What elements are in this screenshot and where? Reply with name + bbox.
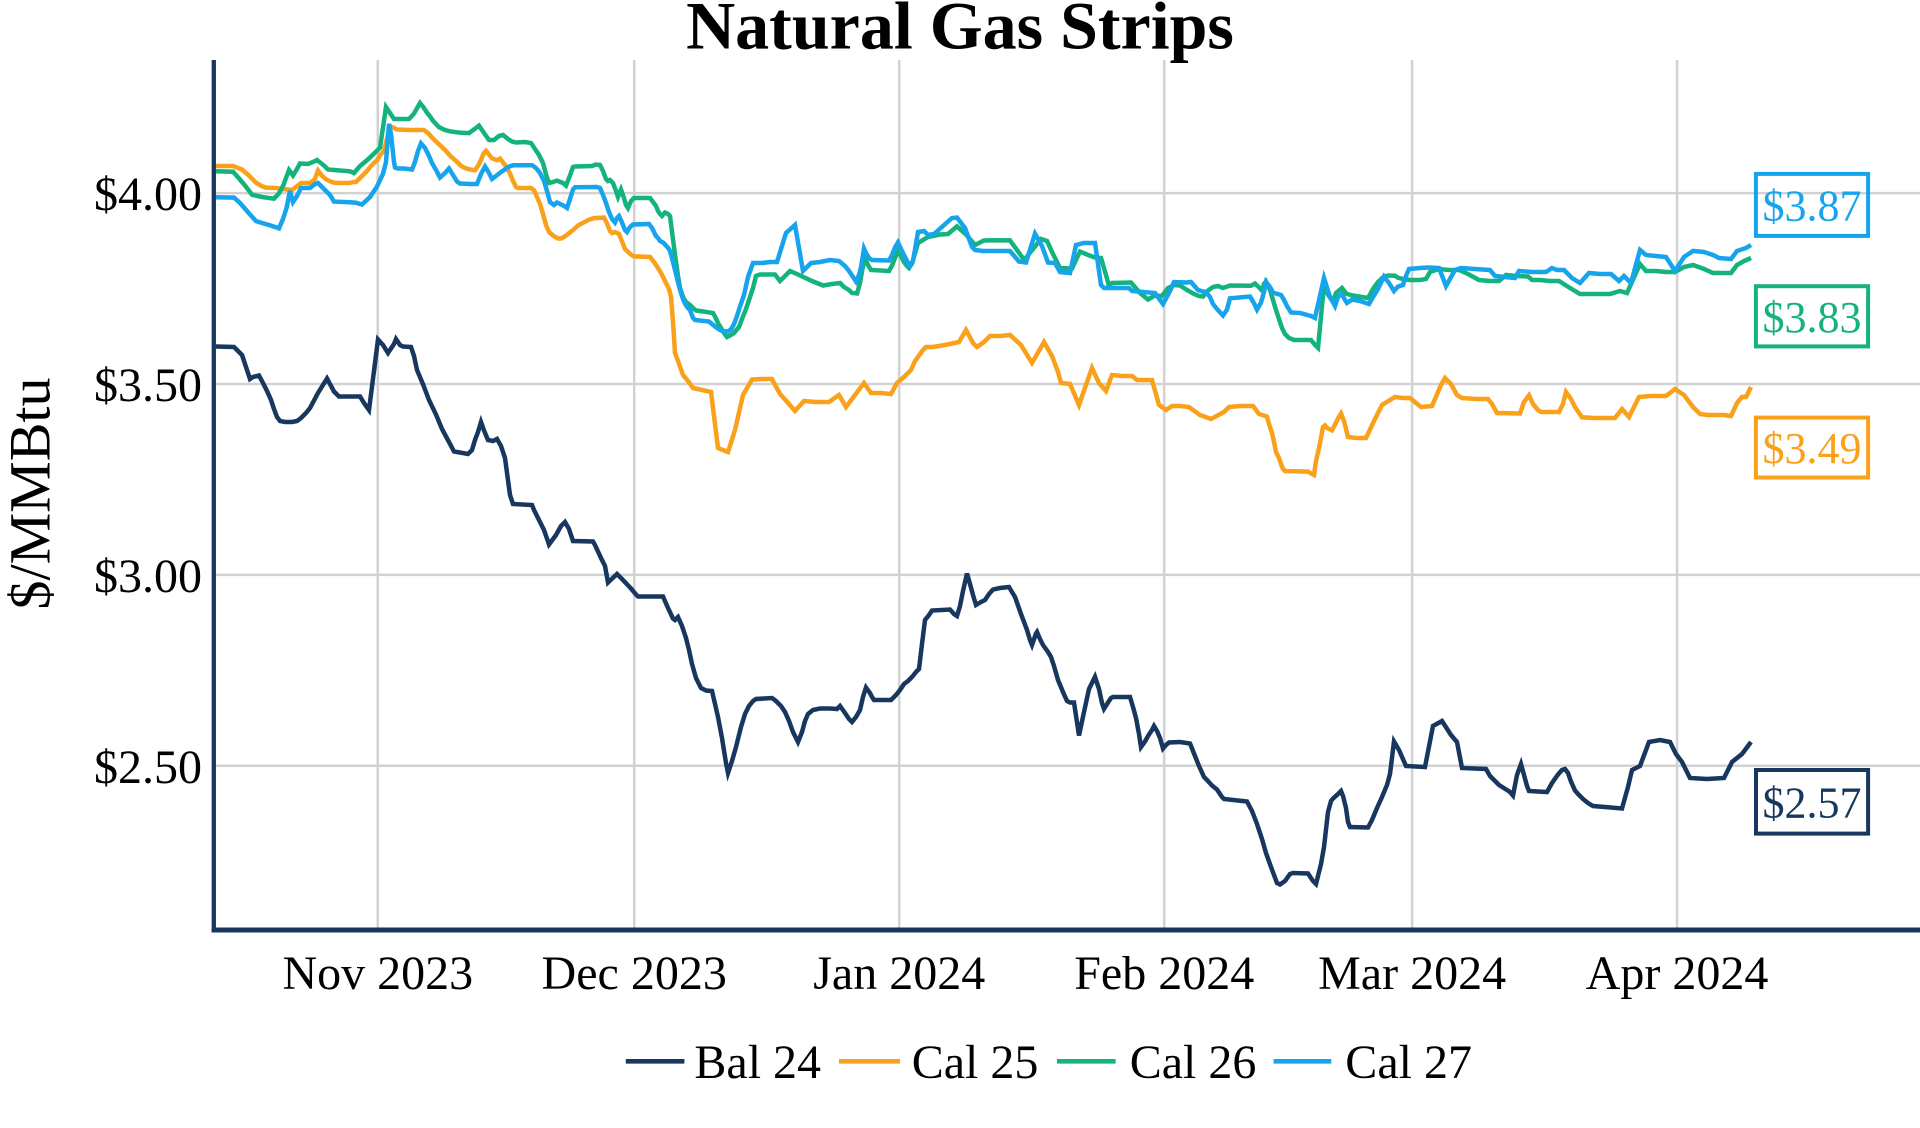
svg-text:Cal 27: Cal 27 [1345,1036,1472,1089]
svg-text:$3.50: $3.50 [94,359,202,412]
svg-text:Nov 2023: Nov 2023 [282,947,473,1000]
svg-text:$3.49: $3.49 [1763,424,1862,473]
svg-text:$3.00: $3.00 [94,550,202,603]
svg-text:$2.57: $2.57 [1763,778,1862,827]
svg-text:$3.87: $3.87 [1763,182,1862,231]
svg-text:Cal 25: Cal 25 [912,1036,1039,1089]
svg-text:Bal 24: Bal 24 [694,1036,821,1089]
svg-text:$/MMBtu: $/MMBtu [0,377,63,609]
svg-text:Natural Gas Strips: Natural Gas Strips [686,0,1234,63]
svg-text:Apr 2024: Apr 2024 [1586,947,1769,1000]
svg-text:Jan 2024: Jan 2024 [813,947,985,1000]
svg-text:Dec 2023: Dec 2023 [542,947,727,1000]
svg-text:Mar 2024: Mar 2024 [1318,947,1506,1000]
svg-text:Feb 2024: Feb 2024 [1074,947,1254,1000]
svg-text:Cal 26: Cal 26 [1130,1036,1257,1089]
svg-text:$2.50: $2.50 [94,741,202,794]
svg-text:$4.00: $4.00 [94,168,202,221]
svg-text:$3.83: $3.83 [1763,293,1862,342]
